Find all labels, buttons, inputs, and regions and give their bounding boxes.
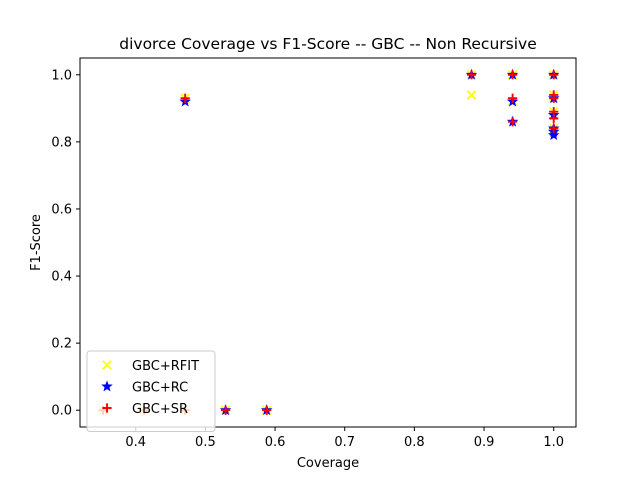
y-tick-label: 0.0 <box>51 404 72 419</box>
y-tick-label: 0.2 <box>51 337 72 352</box>
x-tick-label: 0.4 <box>125 435 146 450</box>
legend-label: GBC+SR <box>132 402 188 417</box>
data-point <box>508 70 518 80</box>
legend-box <box>86 350 216 432</box>
y-tick-label: 0.8 <box>51 135 72 150</box>
data-point <box>547 129 560 141</box>
data-point <box>466 90 477 100</box>
y-tick-label: 1.0 <box>51 68 72 83</box>
data-point <box>180 93 190 103</box>
data-point <box>220 405 231 415</box>
x-tick-label: 1.0 <box>543 435 564 450</box>
x-axis-label: Coverage <box>297 456 359 471</box>
x-tick-label: 0.5 <box>195 435 216 450</box>
legend-marker <box>101 380 113 392</box>
x-tick-label: 0.6 <box>265 435 286 450</box>
y-tick-label: 0.4 <box>51 270 72 285</box>
data-point <box>549 70 559 80</box>
data-point <box>466 70 477 80</box>
plot-frame <box>79 57 577 428</box>
chart-title: divorce Coverage vs F1-Score -- GBC -- N… <box>119 35 537 53</box>
x-tick-label: 0.8 <box>404 435 425 450</box>
x-tick-label: 0.7 <box>334 435 355 450</box>
data-point <box>549 113 559 123</box>
legend: GBC+RFIT GBC+RC GBC+SR <box>86 350 216 432</box>
legend-label: GBC+RC <box>132 381 188 396</box>
data-point <box>549 93 559 103</box>
ticks-layer: 0.4 0.5 0.6 0.7 0.8 0.9 1.0 0.0 0.2 0.4 0.6 0.8 1.0 <box>51 68 564 450</box>
legend-marker <box>102 403 112 413</box>
series-gbc-rc <box>179 68 560 416</box>
data-point <box>549 123 559 134</box>
data-point <box>508 93 518 103</box>
legend-marker <box>102 360 112 370</box>
data-point <box>262 405 272 415</box>
y-tick-label: 0.6 <box>51 202 72 217</box>
data-point <box>508 117 518 127</box>
legend-label: GBC+RFIT <box>132 359 199 374</box>
x-tick-label: 0.9 <box>474 435 495 450</box>
y-axis-label: F1-Score <box>29 214 44 271</box>
